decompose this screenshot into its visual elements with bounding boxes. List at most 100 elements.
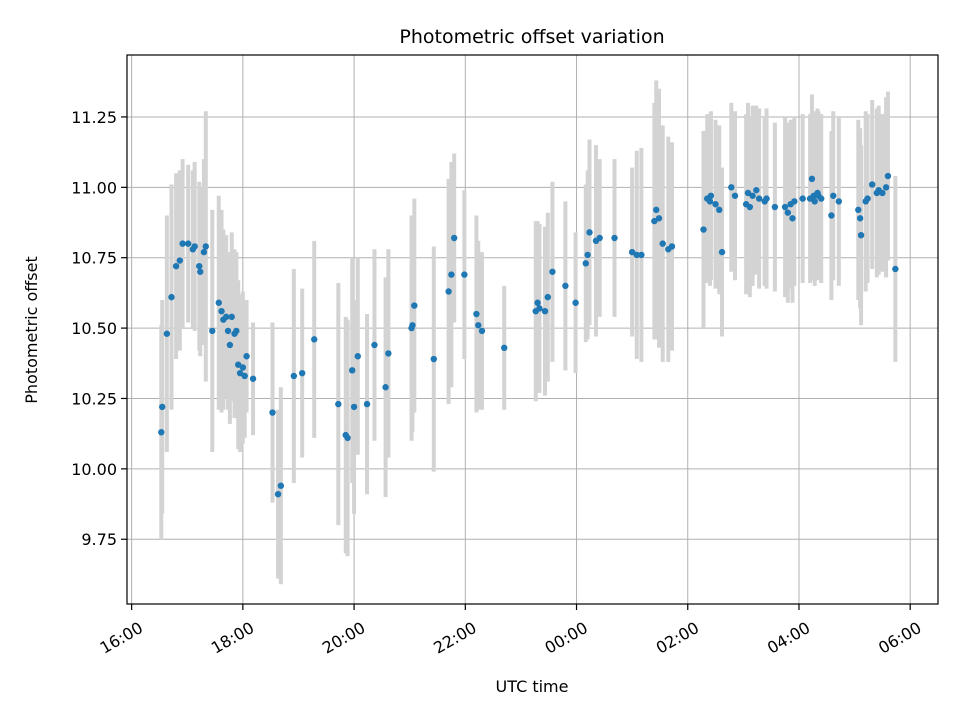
data-point	[596, 234, 603, 242]
data-point	[385, 350, 392, 357]
data-point	[473, 310, 480, 318]
data-point	[277, 482, 285, 489]
data-point	[771, 203, 779, 211]
data-point	[728, 184, 735, 191]
data-point	[311, 336, 318, 343]
data-point	[753, 186, 760, 194]
data-point	[789, 215, 796, 222]
data-point	[335, 400, 342, 408]
data-point	[855, 206, 862, 214]
data-point	[731, 192, 739, 199]
data-point	[882, 184, 890, 191]
data-point	[706, 198, 714, 205]
y-tick-label: 10.75	[71, 249, 117, 268]
y-tick-label: 11.25	[71, 108, 117, 127]
data-point	[218, 308, 225, 315]
data-point	[835, 198, 843, 205]
data-point	[236, 369, 244, 377]
data-point	[763, 195, 770, 202]
data-point	[749, 192, 756, 199]
data-point	[628, 248, 636, 256]
data-point	[653, 206, 660, 214]
data-point	[892, 265, 899, 273]
data-point	[409, 322, 416, 329]
data-point	[172, 262, 180, 270]
data-point	[243, 353, 250, 360]
data-point	[224, 327, 232, 335]
chart-title: Photometric offset variation	[399, 26, 664, 48]
data-point	[562, 282, 569, 290]
data-point	[168, 293, 175, 301]
data-point	[572, 299, 579, 306]
data-point	[290, 372, 298, 380]
data-point	[239, 364, 247, 371]
data-point	[176, 257, 184, 264]
data-point	[450, 234, 458, 242]
data-point	[668, 243, 676, 250]
data-point	[411, 302, 418, 309]
data-point	[700, 226, 707, 233]
data-point	[354, 353, 361, 360]
data-point	[298, 369, 306, 377]
data-point	[781, 203, 789, 211]
y-tick-label: 10.50	[71, 319, 117, 338]
data-point	[582, 260, 589, 267]
data-point	[638, 251, 645, 259]
data-point	[430, 355, 437, 363]
data-point	[857, 231, 865, 239]
data-point	[864, 195, 871, 202]
data-point	[445, 288, 452, 295]
data-point	[534, 299, 541, 306]
data-point	[501, 344, 508, 351]
data-point	[235, 361, 242, 368]
y-tick-label: 10.25	[71, 389, 117, 408]
data-point	[818, 195, 825, 202]
data-point	[191, 243, 198, 250]
data-point	[200, 248, 208, 256]
data-point	[274, 491, 282, 498]
data-point	[828, 212, 835, 219]
data-point	[461, 271, 468, 278]
data-point	[799, 195, 806, 202]
data-point	[197, 268, 204, 275]
data-point	[718, 248, 726, 256]
data-point	[791, 198, 798, 205]
data-point	[884, 172, 892, 180]
data-point	[707, 192, 715, 199]
data-point	[830, 192, 837, 199]
data-point	[541, 308, 549, 315]
data-point	[233, 327, 240, 335]
grid	[127, 55, 938, 604]
y-tick-label: 9.75	[81, 530, 117, 549]
plot-frame	[126, 54, 939, 605]
data-point	[159, 403, 166, 411]
data-point	[382, 384, 389, 391]
data-point	[349, 367, 356, 374]
y-tick-label: 10.00	[71, 460, 117, 479]
y-axis: 9.75 10.00 10.25 10.50 10.75 11.00 11.25	[71, 108, 127, 549]
data-point	[856, 215, 864, 222]
data-point	[241, 372, 248, 380]
data-point	[363, 400, 371, 408]
data-point	[879, 189, 886, 197]
y-tick-label: 11.00	[71, 178, 117, 197]
data-point	[544, 293, 551, 301]
data-point	[163, 330, 171, 337]
data-point	[202, 243, 209, 250]
data-point	[549, 268, 556, 275]
data-point	[584, 251, 591, 259]
data-point	[808, 175, 816, 183]
data-point	[633, 251, 640, 259]
data-point	[611, 234, 618, 242]
data-point	[586, 229, 593, 236]
data-point	[744, 189, 752, 197]
data-point	[371, 341, 378, 349]
data-point	[350, 403, 358, 411]
data-point	[746, 203, 754, 211]
data-point	[179, 240, 186, 247]
data-point	[712, 201, 719, 208]
data-point	[475, 322, 482, 329]
data-point	[651, 217, 658, 225]
data-point	[716, 206, 723, 214]
